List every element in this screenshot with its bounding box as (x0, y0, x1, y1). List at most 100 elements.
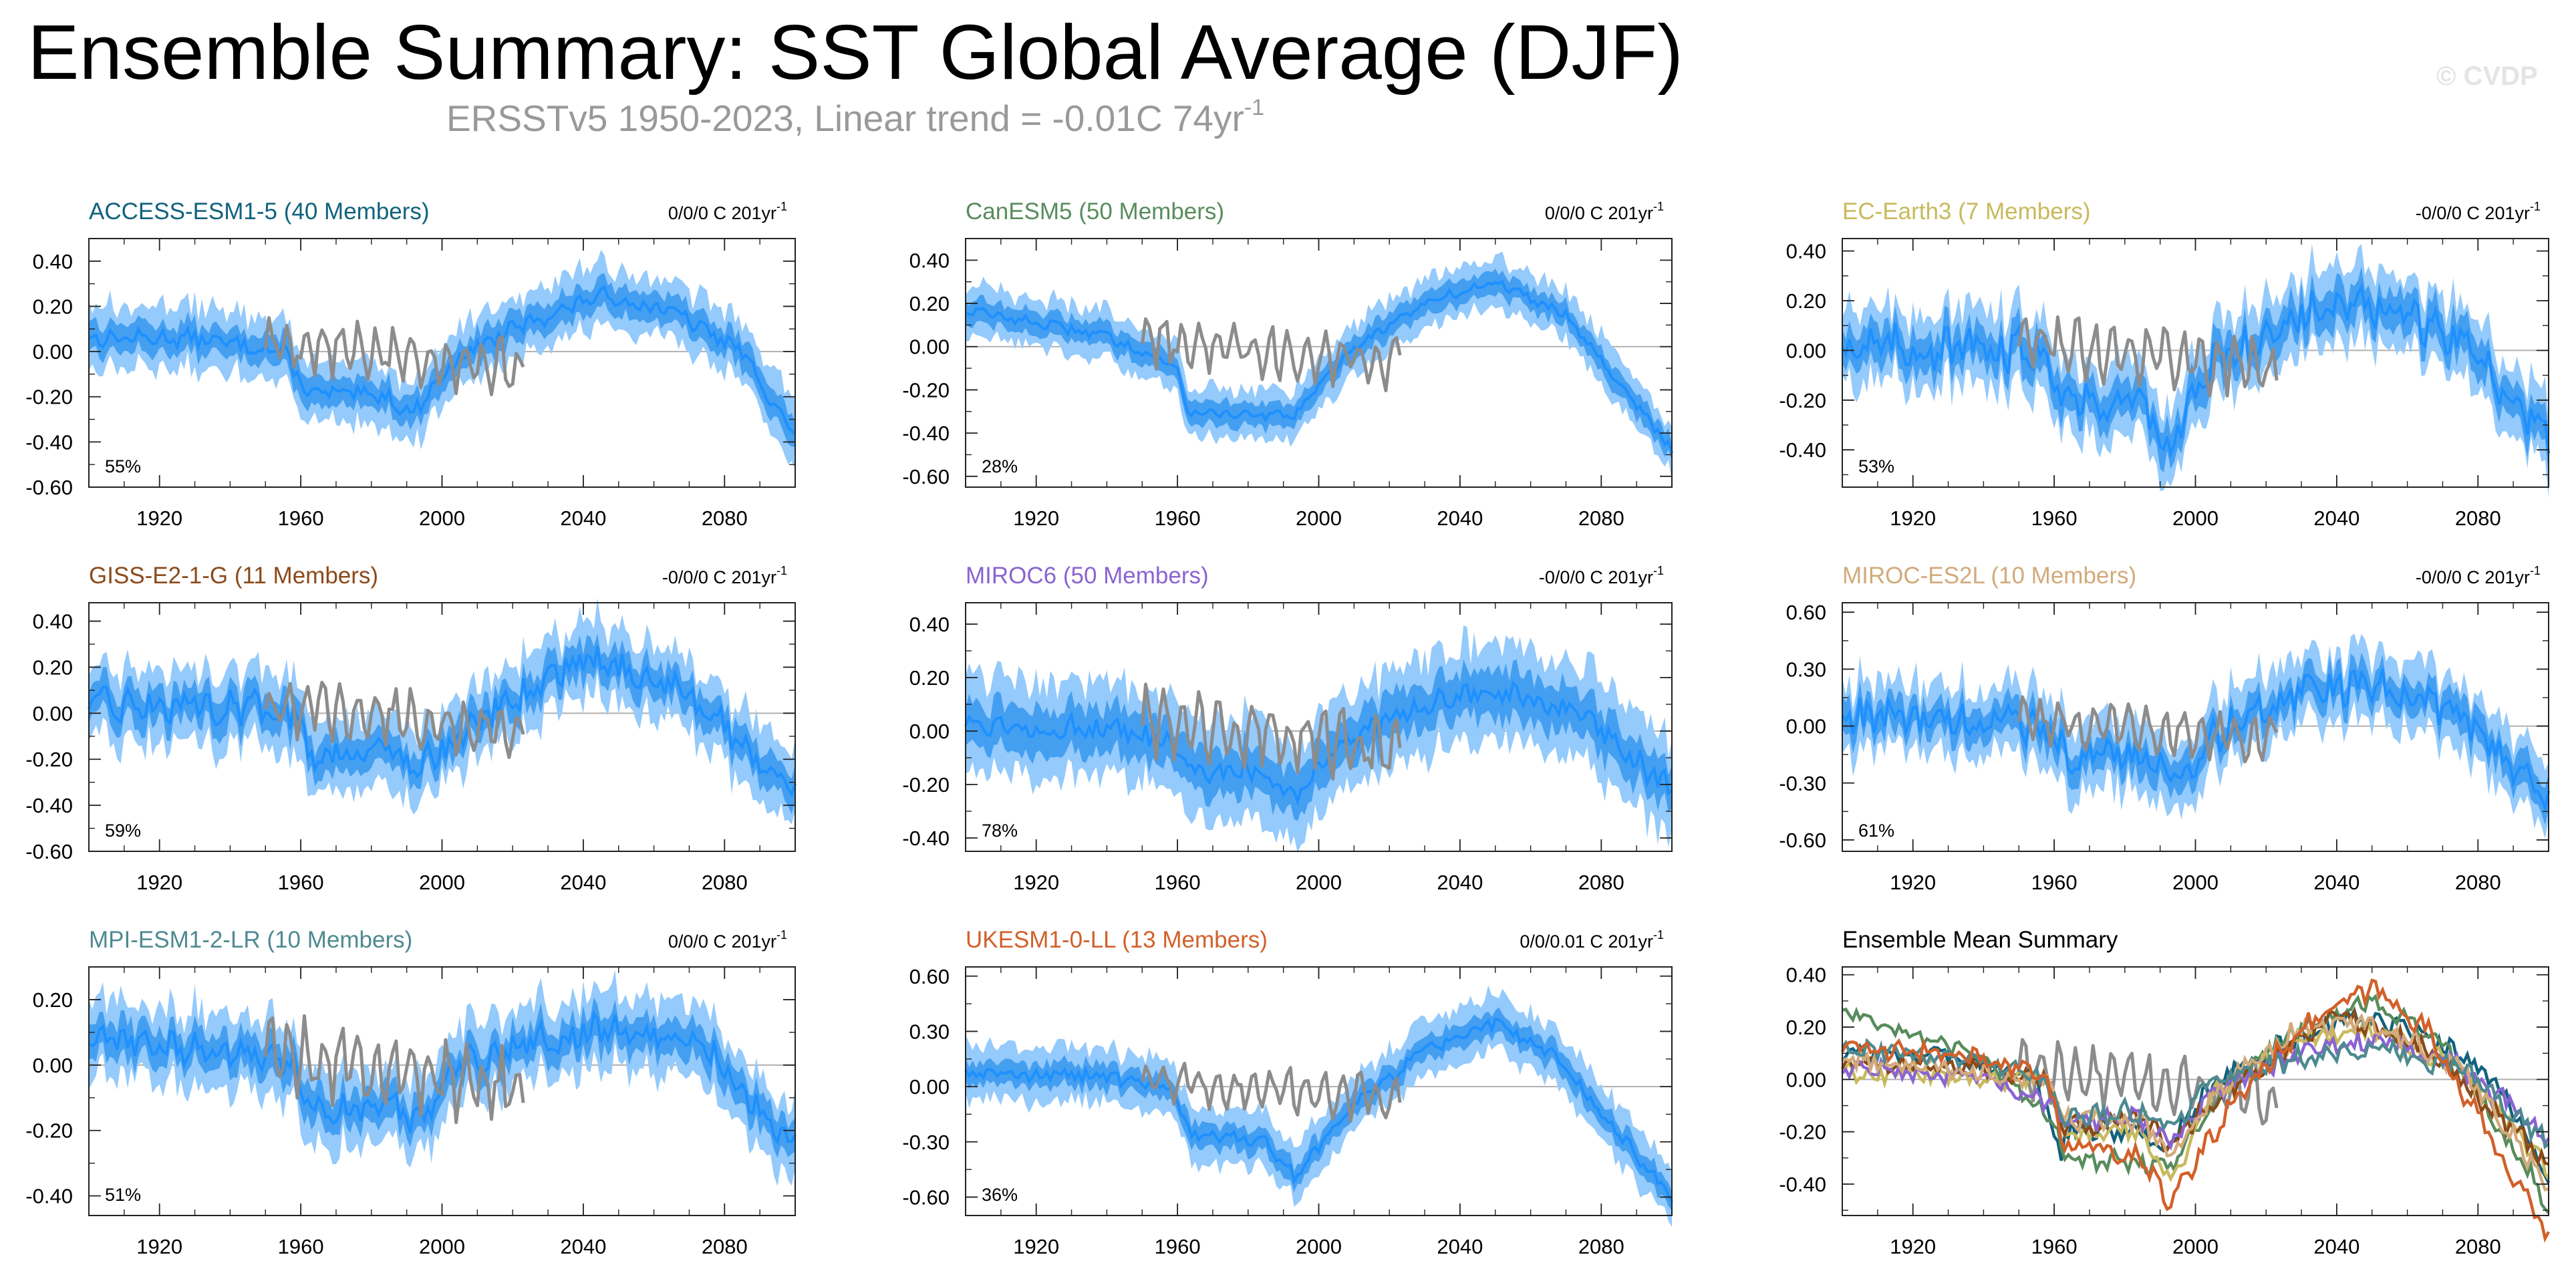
panel-title: UKESM1-0-LL (13 Members) (966, 927, 1268, 953)
trend-label: 0/0/0 C 201yr-1 (1545, 200, 1664, 223)
panel-5: MIROC6 (50 Members) -0/0/0 C 201yr-1 78% 19… (902, 563, 1673, 894)
percent-label: 78% (982, 821, 1018, 841)
x-tick-label: 1960 (278, 507, 324, 530)
plot-frame (88, 238, 796, 488)
y-tick-label: 0.00 (909, 720, 950, 743)
panel-title: MPI-ESM1-2-LR (10 Members) (89, 927, 412, 953)
x-tick-label: 2080 (702, 871, 748, 894)
y-tick-label: 0.40 (33, 250, 73, 273)
y-tick-label: -0.40 (1779, 1173, 1826, 1196)
y-tick-label: 0.20 (33, 988, 73, 1012)
panel-4: GISS-E2-1-G (11 Members) -0/0/0 C 201yr-1… (25, 563, 797, 894)
y-tick-label: -0.20 (1779, 389, 1826, 412)
outer-spread-band (89, 249, 795, 469)
trend-label: -0/0/0 C 201yr-1 (2416, 564, 2541, 587)
panel-title: CanESM5 (50 Members) (966, 198, 1224, 225)
y-tick-label: 0.00 (909, 335, 950, 359)
trend-label-superscript: -1 (776, 200, 787, 213)
percent-label: 28% (982, 456, 1018, 476)
ensemble-mean-line (964, 680, 1673, 807)
plot-frame (1842, 238, 2549, 488)
panel-6: MIROC-ES2L (10 Members) -0/0/0 C 201yr-1 6… (1779, 563, 2550, 894)
x-tick-label: 1920 (1890, 1235, 1936, 1258)
model-mean-line (1841, 1022, 2550, 1183)
page-subtitle: ERSSTv5 1950-2023, Linear trend = -0.01C… (0, 95, 1711, 142)
model-mean-line (1841, 1036, 2550, 1149)
x-tick-label: 2080 (2455, 1235, 2501, 1258)
observation-line (2017, 315, 2279, 398)
percent-label: 59% (105, 821, 141, 841)
x-tick-label: 2040 (560, 507, 606, 530)
trend-label-superscript: -1 (1653, 200, 1664, 213)
panel-title: EC-Earth3 (7 Members) (1842, 198, 2090, 225)
trend-label-text: 0/0/0.01 C 201yr (1520, 932, 1653, 952)
trend-label-text: -0/0/0 C 201yr (1539, 567, 1653, 587)
y-tick-label: 0.00 (33, 702, 73, 725)
y-tick-label: 0.00 (909, 1075, 950, 1099)
x-tick-label: 2040 (1437, 871, 1483, 894)
y-tick-label: -0.20 (25, 1119, 73, 1143)
observation-line (2017, 695, 2279, 764)
panel-2: CanESM5 (50 Members) 0/0/0 C 201yr-1 28% 19… (902, 198, 1673, 530)
y-tick-label: 0.20 (909, 292, 950, 315)
trend-label-superscript: -1 (1653, 564, 1664, 577)
panel-1: ACCESS-ESM1-5 (40 Members) 0/0/0 C 201yr-… (25, 198, 797, 530)
observation-line (263, 680, 525, 759)
trend-label-text: -0/0/0 C 201yr (2416, 203, 2530, 223)
x-tick-label: 2080 (1578, 1235, 1624, 1258)
y-tick-label: 0.00 (33, 1054, 73, 1077)
trend-label: -0/0/0 C 201yr-1 (662, 564, 787, 587)
x-tick-label: 2040 (2313, 871, 2359, 894)
y-tick-label: 0.40 (1786, 240, 1826, 263)
observation-line (1140, 682, 1402, 781)
x-tick-label: 1960 (1155, 871, 1201, 894)
y-tick-label: -0.40 (25, 794, 73, 817)
x-tick-label: 1960 (2031, 1235, 2078, 1258)
panel-title: MIROC-ES2L (10 Members) (1842, 563, 2136, 589)
plot-frame (1842, 602, 2549, 852)
y-tick-label: -0.30 (902, 1131, 950, 1154)
outer-spread-band (89, 598, 795, 825)
panel-title: ACCESS-ESM1-5 (40 Members) (89, 198, 430, 225)
y-tick-label: -0.20 (25, 748, 73, 771)
y-tick-label: 0.40 (33, 610, 73, 633)
y-tick-label: 0.00 (1786, 715, 1826, 738)
x-tick-label: 2000 (2172, 1235, 2219, 1258)
outer-spread-band (1842, 633, 2549, 839)
percent-label: 36% (982, 1185, 1018, 1205)
y-tick-label: 0.20 (33, 656, 73, 679)
observation-line (263, 1014, 525, 1125)
y-tick-label: -0.20 (902, 378, 950, 402)
y-tick-label: 0.40 (909, 613, 950, 636)
x-tick-label: 1960 (2031, 507, 2078, 530)
trend-label-superscript: -1 (2530, 200, 2541, 213)
subtitle-text: ERSSTv5 1950-2023, Linear trend = -0.01C… (446, 98, 1244, 139)
y-tick-label: -0.60 (25, 476, 73, 499)
y-tick-label: -0.20 (1779, 1121, 1826, 1144)
y-tick-label: -0.40 (902, 422, 950, 445)
x-tick-label: 2080 (1578, 507, 1624, 530)
observation-line (263, 316, 525, 396)
x-tick-label: 2080 (702, 1235, 748, 1258)
observation-line (1140, 1061, 1402, 1123)
trend-label-text: 0/0/0 C 201yr (668, 203, 776, 223)
y-tick-label: -0.60 (902, 1185, 950, 1209)
ensemble-mean-line (1841, 283, 2550, 458)
plot-frame (965, 602, 1673, 852)
y-tick-label: 0.30 (1786, 658, 1826, 681)
panel-title: MIROC6 (50 Members) (966, 563, 1209, 589)
subtitle-superscript: -1 (1244, 95, 1265, 120)
y-tick-label: -0.40 (25, 430, 73, 454)
outer-spread-band (966, 985, 1672, 1228)
x-tick-label: 2040 (2313, 507, 2359, 530)
model-mean-line (1841, 978, 2550, 1243)
inner-spread-band (89, 273, 795, 447)
model-mean-line (1842, 993, 2550, 1214)
y-tick-label: 0.20 (33, 295, 73, 318)
x-tick-label: 2040 (2313, 1235, 2359, 1258)
y-tick-label: -0.40 (25, 1185, 73, 1208)
ensemble-mean-line (1841, 668, 2550, 813)
trend-label-text: 0/0/0 C 201yr (1545, 203, 1653, 223)
x-tick-label: 2000 (2172, 507, 2219, 530)
